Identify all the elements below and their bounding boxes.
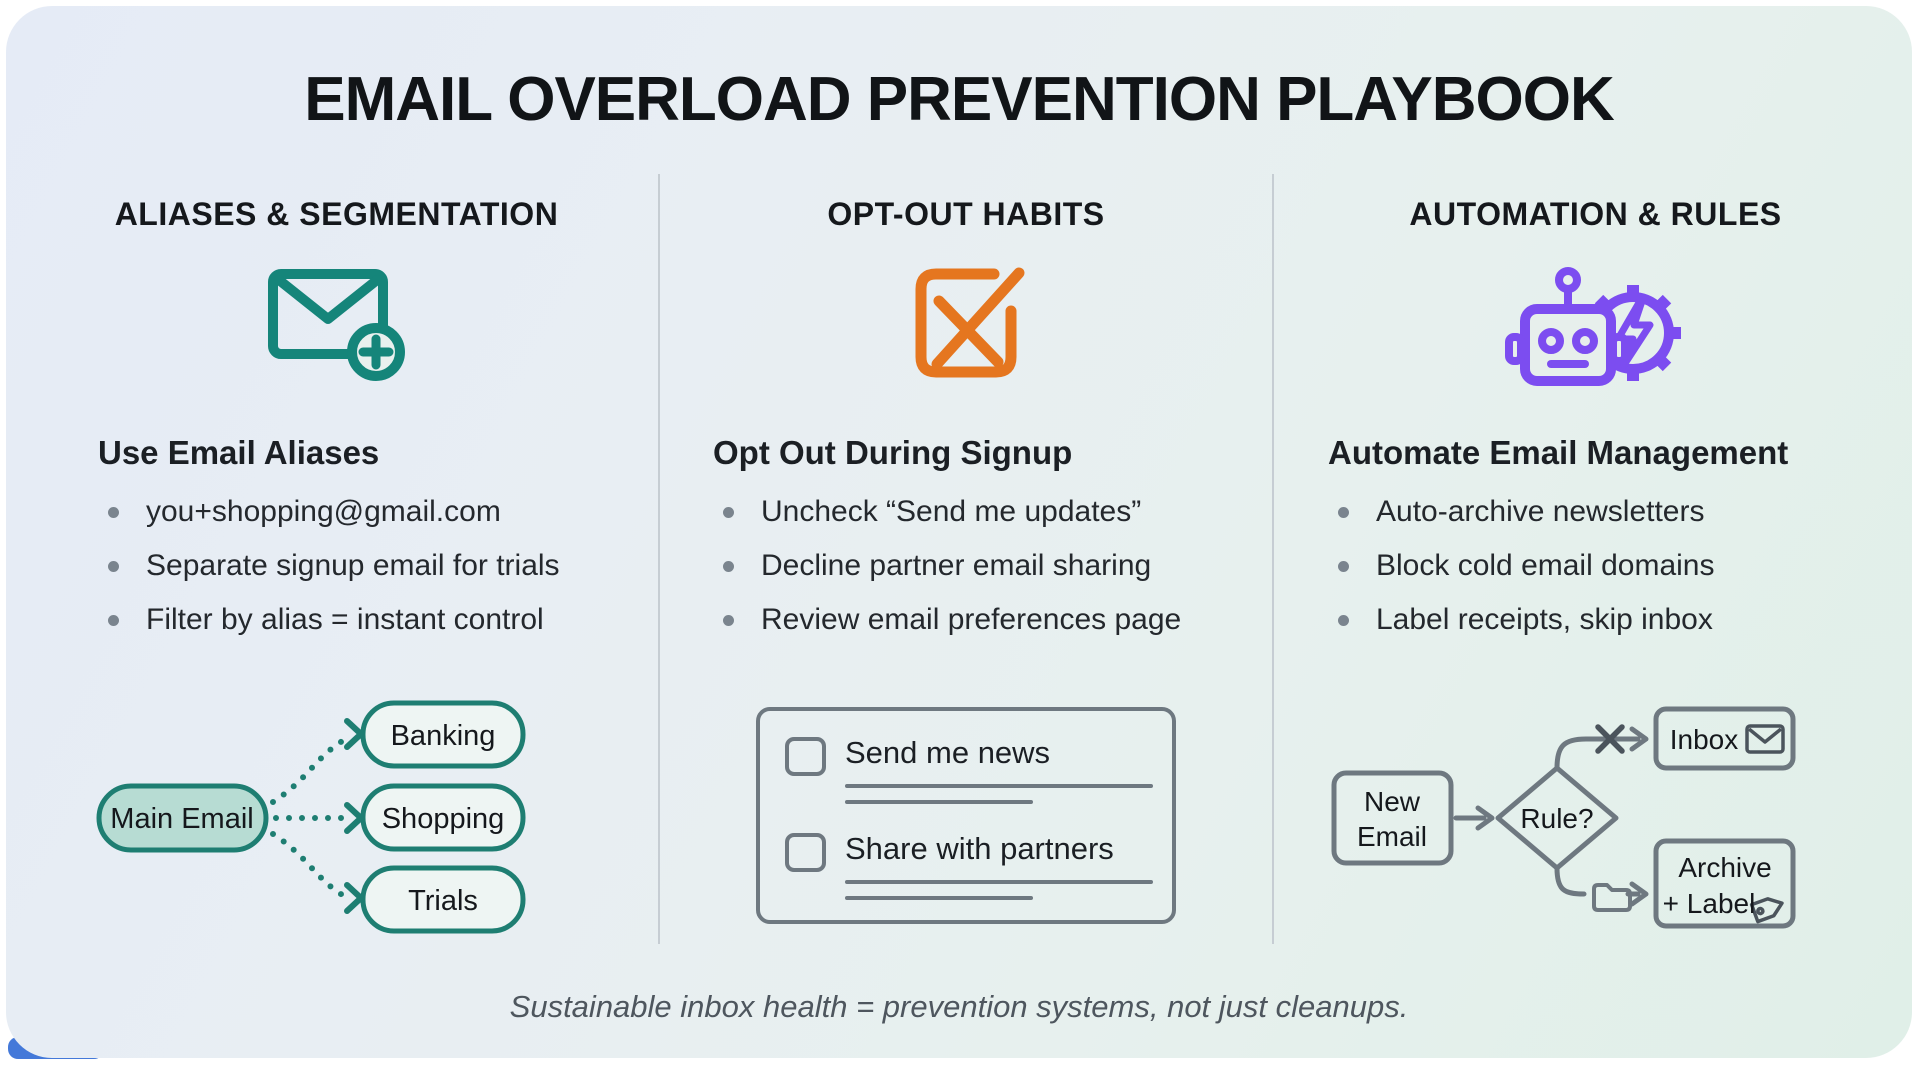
trials-pill — [360, 865, 526, 934]
rule-label: Rule? — [1520, 803, 1593, 834]
checkbox-label: Send me news — [845, 735, 1051, 770]
email-rule-flowchart: New Email Rule? Inbox Archive + Label — [1331, 706, 1796, 929]
page-title: EMAIL OVERLOAD PREVENTION PLAYBOOK — [304, 65, 1615, 134]
new-email-node — [1331, 770, 1454, 866]
envelope-small-icon — [1745, 724, 1785, 754]
bullet-item: Decline partner email sharing — [723, 550, 1181, 582]
column-subheading: Use Email Aliases — [98, 434, 380, 471]
bullet-item: you+shopping@gmail.com — [108, 496, 560, 528]
shopping-label: Shopping — [382, 803, 505, 835]
arrowhead — [1475, 805, 1495, 831]
signup-form-mockup: Send me news Share with partners — [756, 707, 1176, 924]
column-opt-out-habits: OPT-OUT HABITS Opt Out During Signup Unc… — [659, 166, 1273, 966]
playbook-card: EMAIL OVERLOAD PREVENTION PLAYBOOK ALIAS… — [6, 6, 1912, 1058]
column-subheading: Automate Email Management — [1328, 434, 1789, 471]
trials-label: Trials — [408, 885, 478, 917]
new-email-label-line2: Email — [1357, 821, 1427, 852]
archive-label-node — [1653, 838, 1796, 929]
checkbox-label: Share with partners — [845, 831, 1114, 866]
column-divider — [1272, 174, 1274, 944]
bullet-list: Uncheck “Send me updates” Decline partne… — [713, 496, 1181, 658]
alias-routing-diagram: Main Email Banking Shopping Trials — [96, 700, 526, 934]
placeholder-line — [845, 800, 1033, 804]
arrowhead — [1629, 881, 1649, 907]
shopping-pill — [360, 783, 526, 852]
inbox-node — [1653, 706, 1796, 771]
tag-icon — [1749, 897, 1784, 924]
new-email-label-line1: New — [1364, 786, 1421, 817]
bullet-item: Uncheck “Send me updates” — [723, 496, 1181, 528]
robot-gear-icon — [1273, 261, 1918, 401]
no-match-x-icon — [1595, 724, 1625, 754]
bullet-item: Separate signup email for trials — [108, 550, 560, 582]
placeholder-line — [845, 880, 1153, 884]
bullet-list: you+shopping@gmail.com Separate signup e… — [98, 496, 560, 658]
column-header: OPT-OUT HABITS — [827, 196, 1105, 232]
checkbox-send-me-news — [785, 737, 826, 776]
bullet-item: Label receipts, skip inbox — [1338, 604, 1714, 636]
dotted-arrow — [270, 735, 351, 805]
arrowhead — [1629, 726, 1649, 752]
bullet-item: Block cold email domains — [1338, 550, 1714, 582]
dotted-arrow — [270, 831, 351, 901]
arrowhead-chevron — [344, 802, 364, 834]
main-email-pill — [96, 783, 269, 853]
main-email-label: Main Email — [110, 803, 253, 835]
bullet-list: Auto-archive newsletters Block cold emai… — [1328, 496, 1714, 658]
bullet-item: Review email preferences page — [723, 604, 1181, 636]
column-header: AUTOMATION & RULES — [1409, 196, 1782, 232]
column-divider — [658, 174, 660, 944]
bullet-item: Filter by alias = instant control — [108, 604, 560, 636]
banking-pill — [360, 700, 526, 769]
rule-decision-node — [1495, 765, 1619, 871]
x-square-icon — [659, 261, 1273, 401]
column-header: ALIASES & SEGMENTATION — [114, 196, 559, 232]
envelope-plus-icon — [14, 261, 659, 401]
column-aliases-segmentation: ALIASES & SEGMENTATION Use Email Aliases… — [14, 166, 659, 966]
bullet-item: Auto-archive newsletters — [1338, 496, 1714, 528]
column-automation-rules: AUTOMATION & RULES — [1273, 166, 1918, 966]
archive-label-line2: + Label — [1663, 888, 1756, 919]
arrowhead-chevron — [344, 882, 364, 914]
inbox-label: Inbox — [1670, 724, 1739, 755]
placeholder-line — [845, 784, 1153, 788]
folder-icon — [1592, 883, 1632, 912]
archive-label-line1: Archive — [1678, 852, 1771, 883]
column-subheading: Opt Out During Signup — [713, 434, 1073, 471]
footer-tagline: Sustainable inbox health = prevention sy… — [509, 989, 1409, 1024]
placeholder-line — [845, 896, 1033, 900]
banking-label: Banking — [391, 720, 496, 752]
checkbox-share-with-partners — [785, 833, 826, 872]
arrowhead-chevron — [344, 718, 364, 750]
